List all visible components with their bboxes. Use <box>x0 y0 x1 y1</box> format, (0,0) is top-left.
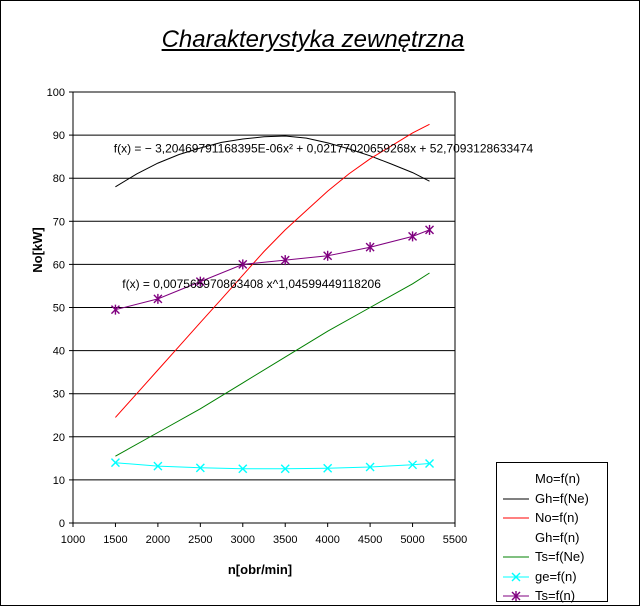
y-tick-label: 60 <box>53 259 65 271</box>
x-tick-label: 4500 <box>358 534 382 546</box>
series-5 <box>110 458 435 474</box>
legend-label: Ts=f(n) <box>535 588 576 603</box>
y-tick-label: 0 <box>59 518 65 530</box>
legend-item: No=f(n) <box>497 508 607 528</box>
series-4 <box>115 272 430 457</box>
trendline-equation: f(x) = − 3,20469791168395E-06x² + 0,0217… <box>114 141 534 155</box>
legend-item: Ts=f(n) <box>497 586 607 606</box>
y-tick-label: 80 <box>53 173 65 185</box>
x-tick-label: 1000 <box>61 534 85 546</box>
y-tick-label: 100 <box>47 87 65 99</box>
data-point <box>280 464 290 474</box>
y-tick-label: 10 <box>53 475 65 487</box>
legend-label: No=f(n) <box>535 510 579 525</box>
legend-label: Ts=f(Ne) <box>535 549 585 564</box>
trendline-equation: f(x) = 0,007565970863408 x^1,04599449118… <box>122 277 381 291</box>
x-tick-label: 4000 <box>315 534 339 546</box>
y-tick-label: 20 <box>53 432 65 444</box>
x-tick-label: 2000 <box>146 534 170 546</box>
series-line <box>115 135 430 188</box>
data-point <box>110 458 120 468</box>
legend-item: Mo=f(n) <box>497 469 607 489</box>
y-tick-label: 50 <box>53 303 65 315</box>
legend-label: Gh=f(Ne) <box>535 490 589 506</box>
legend-item: ge=f(n) <box>497 567 607 587</box>
data-point <box>238 464 248 474</box>
data-point <box>323 463 333 473</box>
x-tick-label: 3500 <box>273 534 297 546</box>
legend-swatch <box>503 498 529 499</box>
y-axis-label: No[kW] <box>30 227 45 273</box>
x-axis-label: n[obr/min] <box>227 562 293 577</box>
x-tick-label: 2500 <box>188 534 212 546</box>
legend-label: ge=f(n) <box>535 568 577 584</box>
y-tick-label: 30 <box>53 389 65 401</box>
series-1 <box>115 135 430 188</box>
legend-item: Ts=f(Ne) <box>497 547 607 567</box>
y-tick-label: 40 <box>53 346 65 358</box>
legend-label: Mo=f(n) <box>535 471 581 486</box>
x-tick-label: 3000 <box>231 534 255 546</box>
legend-label: Gh=f(n) <box>535 529 580 545</box>
series-line <box>115 123 430 418</box>
data-point <box>365 462 375 472</box>
legend-swatch <box>503 517 529 519</box>
data-point <box>195 463 205 473</box>
series-2 <box>115 123 430 418</box>
data-point <box>153 461 163 471</box>
legend-item: Gh=f(n) <box>497 528 607 548</box>
x-tick-label: 5000 <box>400 534 424 546</box>
legend-swatch <box>503 572 529 581</box>
data-point <box>408 460 418 470</box>
x-tick-label: 5500 <box>443 534 467 546</box>
legend-swatch <box>501 469 531 489</box>
series-line <box>115 229 430 311</box>
legend-swatch <box>501 528 531 548</box>
y-tick-label: 90 <box>53 130 65 142</box>
data-point <box>425 459 435 469</box>
series-line <box>115 462 430 470</box>
x-tick-label: 1500 <box>103 534 127 546</box>
series-6 <box>110 224 435 315</box>
legend: Mo=f(n) Gh=f(Ne) No=f(n) Gh=f(n) Ts=f(Ne) ge=… <box>496 462 608 603</box>
legend-item: Gh=f(Ne) <box>497 489 607 509</box>
y-tick-label: 70 <box>53 216 65 228</box>
legend-swatch <box>503 591 529 601</box>
series-line <box>115 272 430 457</box>
chart-title: Charakterystyka zewnętrzna <box>161 26 465 53</box>
legend-swatch <box>503 556 529 558</box>
